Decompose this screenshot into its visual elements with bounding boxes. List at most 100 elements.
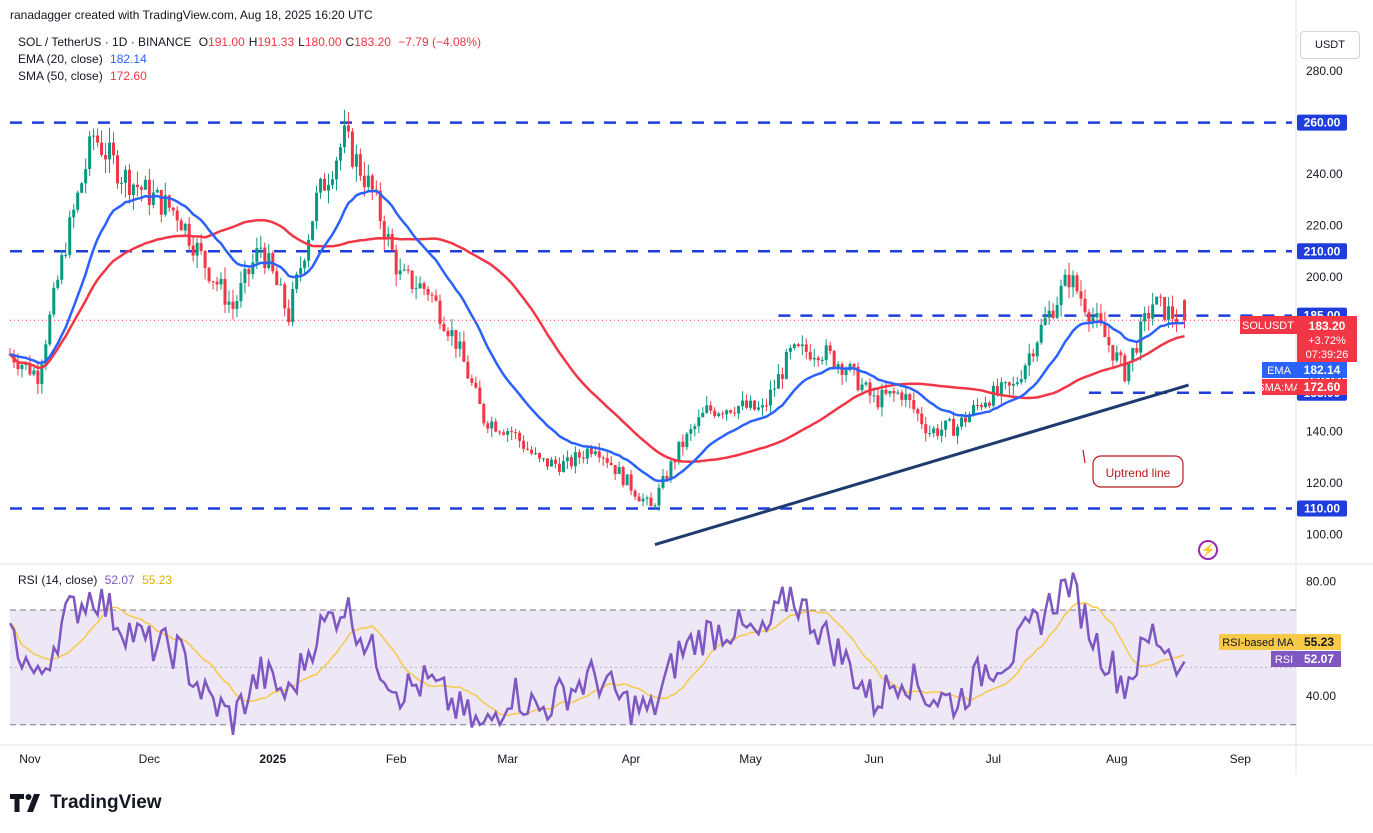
candle-body (195, 242, 199, 256)
candle-body (350, 131, 354, 167)
candle-body (721, 413, 725, 415)
candle-body (534, 453, 538, 455)
candle-body (52, 287, 56, 315)
candle-body (406, 269, 410, 271)
candle-body (354, 154, 358, 167)
candle-body (952, 419, 956, 436)
candle-body (896, 392, 900, 394)
level-tag-260.00 (1297, 114, 1347, 131)
flash-icon[interactable]: ⚡ (1198, 540, 1218, 560)
candle-body (1079, 291, 1083, 299)
candle-body (1067, 274, 1071, 288)
candle-body (1063, 274, 1067, 286)
candle-body (92, 135, 96, 137)
rsi-value: 52.07 (104, 573, 135, 587)
candle-body (725, 410, 729, 415)
candle-body (191, 245, 195, 256)
candle-body (390, 233, 394, 250)
uptrend-annotation-label: Uptrend line (1106, 466, 1171, 480)
ohlc-key-h: H (248, 35, 258, 49)
symbol-legend[interactable]: SOL / TetherUS · 1D · BINANCE O191.00 H19… (18, 35, 481, 49)
price-tick-label: 140.00 (1306, 424, 1343, 438)
candle-body (20, 364, 24, 370)
candle-body (1039, 324, 1043, 343)
candle-body (323, 178, 327, 191)
rsi-tag-value (1297, 651, 1341, 667)
ema-legend[interactable]: EMA (20, close) 182.14 (18, 52, 147, 66)
change-value: −7.79 (−4.08%) (398, 35, 481, 49)
rsi-legend[interactable]: RSI (14, close) 52.07 55.23 (18, 573, 172, 587)
candle-body (207, 267, 211, 282)
candle-body (685, 433, 689, 448)
rsi-tag-value-text: 55.23 (1304, 635, 1334, 649)
candle-body (474, 382, 478, 388)
uptrend-annotation-pointer (1082, 449, 1086, 464)
sma-legend[interactable]: SMA (50, close) 172.60 (18, 69, 147, 83)
tradingview-logo[interactable]: TradingView (10, 792, 162, 814)
ema-label: EMA (20, close) (18, 52, 103, 66)
price-tick-label: 120.00 (1306, 476, 1343, 490)
candle-body (836, 364, 840, 368)
candle-body (979, 405, 983, 408)
candle-body (28, 362, 32, 375)
candle-body (422, 283, 426, 289)
candle-body (478, 387, 482, 404)
currency-selector[interactable]: USDT (1300, 31, 1360, 59)
candle-body (585, 448, 589, 459)
candle-body (1143, 312, 1147, 322)
candle-body (768, 389, 772, 406)
candle-body (358, 154, 362, 176)
candle-body (1095, 313, 1099, 318)
candle-body (239, 283, 243, 302)
candle-body (410, 270, 414, 290)
candle-body (1167, 306, 1171, 320)
candle-body (665, 475, 669, 480)
symbol-name: SOL / TetherUS · 1D · BINANCE (18, 35, 192, 49)
candle-body (745, 400, 749, 408)
candle-body (462, 341, 466, 362)
time-tick-label: Jun (864, 752, 883, 766)
candle-body (1159, 296, 1163, 298)
candle-body (307, 239, 311, 261)
candle-body (812, 357, 816, 360)
candle-body (143, 179, 147, 190)
candle-body (450, 330, 454, 337)
candle-body (104, 155, 108, 160)
candle-body (311, 221, 315, 240)
candle-body (466, 361, 470, 379)
ohlc-value-l: 180.00 (304, 35, 342, 49)
candle-body (733, 412, 737, 414)
candle-body (542, 458, 546, 460)
candle-body (279, 284, 283, 286)
candle-body (589, 448, 593, 455)
candle-body (414, 288, 418, 290)
candle-body (215, 281, 219, 285)
uptrend-annotation-box (1092, 455, 1184, 488)
rsi-tag-value-text: 52.07 (1304, 652, 1334, 666)
candle-body (999, 382, 1003, 394)
candle-body (155, 190, 159, 193)
rsi-tag-name-text: RSI (1275, 654, 1293, 666)
symbol-tag-price (1297, 316, 1357, 362)
candle-body (673, 461, 677, 463)
candle-body (1103, 323, 1107, 338)
candle-body (565, 457, 569, 462)
price-chart[interactable]: 100.00120.00140.00160.00180.00200.00220.… (0, 0, 1373, 780)
candle-body (784, 351, 788, 379)
symbol-tag-name-text: SOLUSDT (1242, 320, 1294, 332)
candle-body (291, 289, 295, 322)
candle-body (701, 412, 705, 418)
candle-body (729, 410, 733, 413)
candle-body (295, 274, 299, 290)
candle-body (625, 474, 629, 486)
candle-body (621, 467, 625, 486)
candle-body (235, 301, 239, 309)
candle-body (1011, 383, 1015, 386)
time-tick-label: Mar (497, 752, 518, 766)
candle-body (1155, 296, 1159, 305)
candle-body (904, 394, 908, 400)
candle-body (669, 461, 673, 480)
candle-body (147, 179, 151, 205)
candle-body (649, 497, 653, 507)
candle-body (1119, 352, 1123, 356)
